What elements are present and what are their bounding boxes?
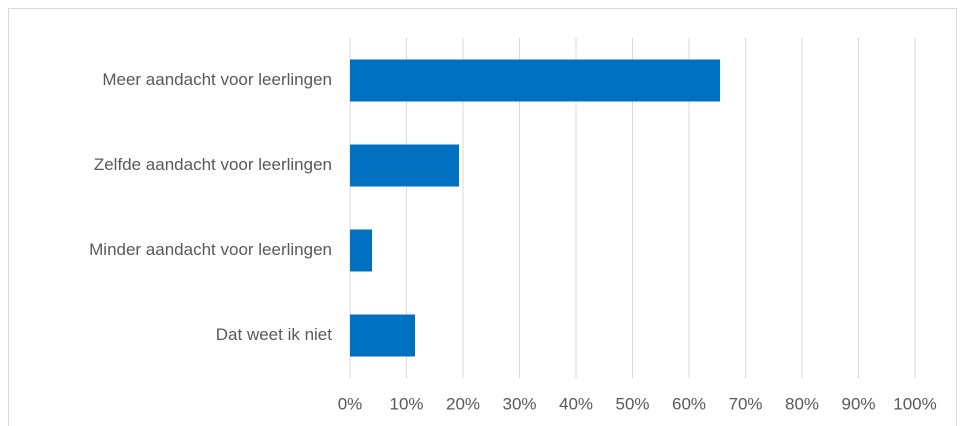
y-tick-label: Zelfde aandacht voor leerlingen — [94, 155, 332, 174]
y-tick-label: Dat weet ik niet — [216, 325, 332, 344]
bar — [350, 144, 460, 187]
bar — [350, 229, 373, 272]
bar — [350, 314, 415, 357]
x-tick-label: 100% — [893, 394, 936, 413]
x-tick-label: 90% — [841, 394, 875, 413]
x-tick-label: 10% — [389, 394, 423, 413]
bar — [350, 59, 721, 102]
x-tick-label: 50% — [615, 394, 649, 413]
x-tick-label: 60% — [672, 394, 706, 413]
x-tick-label: 0% — [338, 394, 363, 413]
x-tick-label: 40% — [559, 394, 593, 413]
chart-frame — [8, 8, 957, 426]
x-tick-label: 20% — [446, 394, 480, 413]
x-tick-label: 80% — [785, 394, 819, 413]
x-tick-label: 30% — [502, 394, 536, 413]
y-tick-label: Meer aandacht voor leerlingen — [102, 70, 332, 89]
y-tick-label: Minder aandacht voor leerlingen — [89, 240, 332, 259]
x-tick-label: 70% — [728, 394, 762, 413]
